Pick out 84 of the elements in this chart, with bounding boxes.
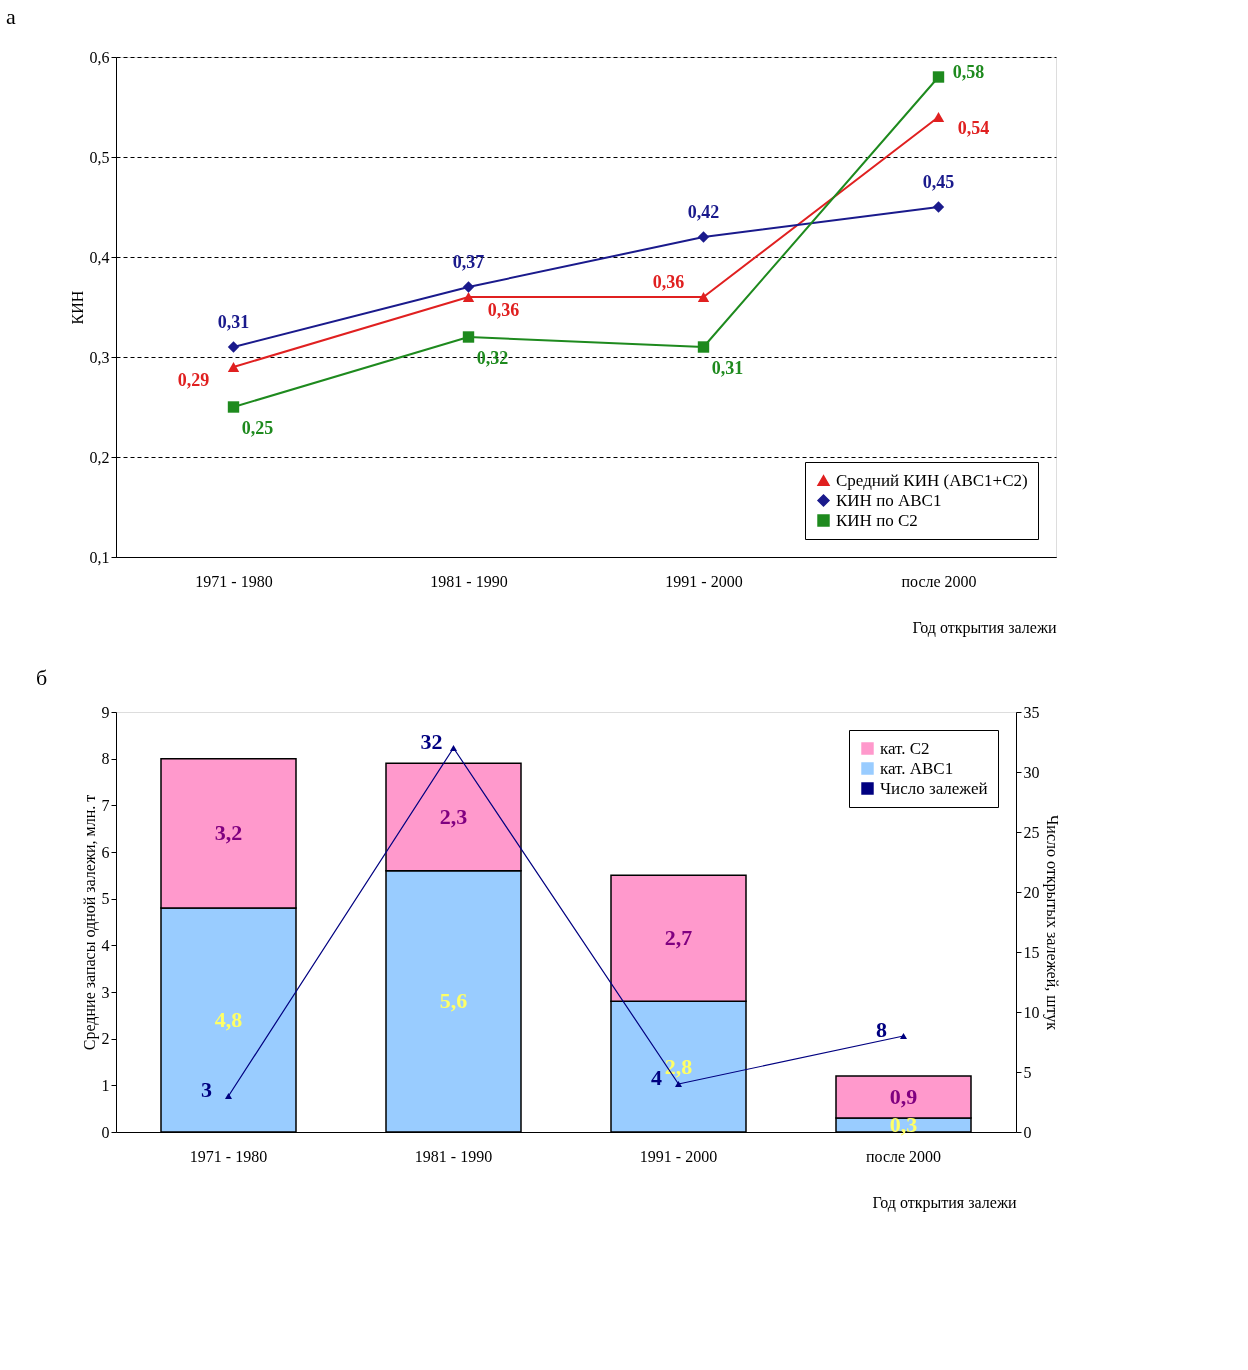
data-label: 0,37 <box>452 252 485 272</box>
data-label: 0,45 <box>922 172 955 192</box>
data-label: 5,6 <box>439 988 468 1014</box>
data-label: 2,7 <box>664 925 693 951</box>
point <box>462 292 475 302</box>
legend-label: кат. С2 <box>880 738 930 758</box>
data-label: 3,2 <box>214 820 243 846</box>
point <box>227 341 240 353</box>
y-tick-label: 4 <box>101 936 110 954</box>
y-tick-label: 2 <box>101 1030 110 1048</box>
point <box>932 71 945 83</box>
y-axis-title: КИН <box>68 290 86 325</box>
y-tick-label: 0,5 <box>89 148 110 166</box>
data-label: 0,36 <box>487 300 520 320</box>
y2-tick-label: 5 <box>1023 1063 1032 1081</box>
y2-tick-label: 30 <box>1023 763 1040 781</box>
y-tick-label: 1 <box>101 1076 110 1094</box>
chart-title: б <box>36 665 48 690</box>
y-tick-label: 9 <box>101 703 110 721</box>
y-axis-title: Средние запасы одной залежи, млн. т <box>80 794 99 1051</box>
x-tick-label: 1971 - 1980 <box>189 1147 268 1165</box>
point <box>697 341 710 353</box>
x-tick-label: после 2000 <box>865 1147 942 1165</box>
legend-label: Число залежей <box>880 778 988 798</box>
data-label: 0,31 <box>217 312 250 332</box>
data-label: 0,31 <box>711 358 744 378</box>
x-axis-title: Год открытия залежи <box>872 1193 1017 1212</box>
y-tick-label: 0 <box>101 1123 110 1141</box>
legend-label: КИН по С2 <box>836 510 918 530</box>
y-tick-label: 6 <box>101 843 110 861</box>
data-label: 2,3 <box>439 804 468 829</box>
data-label: 0,25 <box>241 418 274 438</box>
y-tick-label: 3 <box>101 983 110 1001</box>
point <box>674 1080 683 1088</box>
y-tick-label: 0,1 <box>89 548 110 566</box>
data-label: 0,58 <box>952 62 985 82</box>
x-tick-label: 1981 - 1990 <box>430 572 508 590</box>
x-tick-label: 1971 - 1980 <box>195 572 273 590</box>
legend-label: КИН по АВС1 <box>836 490 942 510</box>
y-tick-label: 0,4 <box>89 248 110 266</box>
data-label: 3 <box>201 1077 212 1102</box>
y-tick-label: 7 <box>101 796 110 814</box>
point <box>462 281 475 293</box>
x-tick-label: 1991 - 2000 <box>639 1147 718 1165</box>
point <box>227 401 240 413</box>
y2-tick-label: 10 <box>1023 1003 1040 1021</box>
point <box>697 231 710 243</box>
y-tick-label: 0,3 <box>89 348 110 366</box>
y-tick-label: 8 <box>101 750 110 768</box>
data-label: 0,29 <box>177 370 210 390</box>
x-tick-label: после 2000 <box>901 572 977 590</box>
y2-tick-label: 15 <box>1023 943 1040 961</box>
data-label: 2,8 <box>664 1053 693 1079</box>
y2-tick-label: 35 <box>1023 703 1040 721</box>
point <box>227 362 240 372</box>
data-label: 0,42 <box>687 202 720 222</box>
x-tick-label: 1991 - 2000 <box>665 572 743 590</box>
y-tick-label: 0,6 <box>89 48 110 66</box>
point <box>932 112 945 122</box>
point <box>224 1092 233 1100</box>
y-tick-label: 0,2 <box>89 448 110 466</box>
point <box>697 292 710 302</box>
point <box>449 744 458 752</box>
data-label: 32 <box>420 729 443 754</box>
y2-tick-label: 20 <box>1023 883 1040 901</box>
data-label: 0,9 <box>889 1084 918 1109</box>
data-label: 0,36 <box>652 272 685 292</box>
point <box>932 201 945 213</box>
data-label: 4,8 <box>214 1007 243 1032</box>
data-label: 0,3 <box>889 1112 918 1137</box>
y2-tick-label: 0 <box>1023 1123 1032 1141</box>
point <box>899 1032 908 1040</box>
legend-label: Средний КИН (АВС1+С2) <box>836 470 1028 490</box>
data-label: 8 <box>876 1017 887 1042</box>
y2-axis-title: Число открытых залежей, штук <box>1042 814 1061 1031</box>
chart-title: а <box>6 4 16 29</box>
y2-tick-label: 25 <box>1023 823 1040 841</box>
x-tick-label: 1981 - 1990 <box>414 1147 493 1165</box>
data-label: 4 <box>651 1065 662 1090</box>
y-tick-label: 5 <box>101 890 110 908</box>
legend-label: кат. АВС1 <box>880 758 954 778</box>
x-axis-title: Год открытия залежи <box>912 618 1057 637</box>
point <box>462 331 475 343</box>
data-label: 0,54 <box>957 118 990 138</box>
